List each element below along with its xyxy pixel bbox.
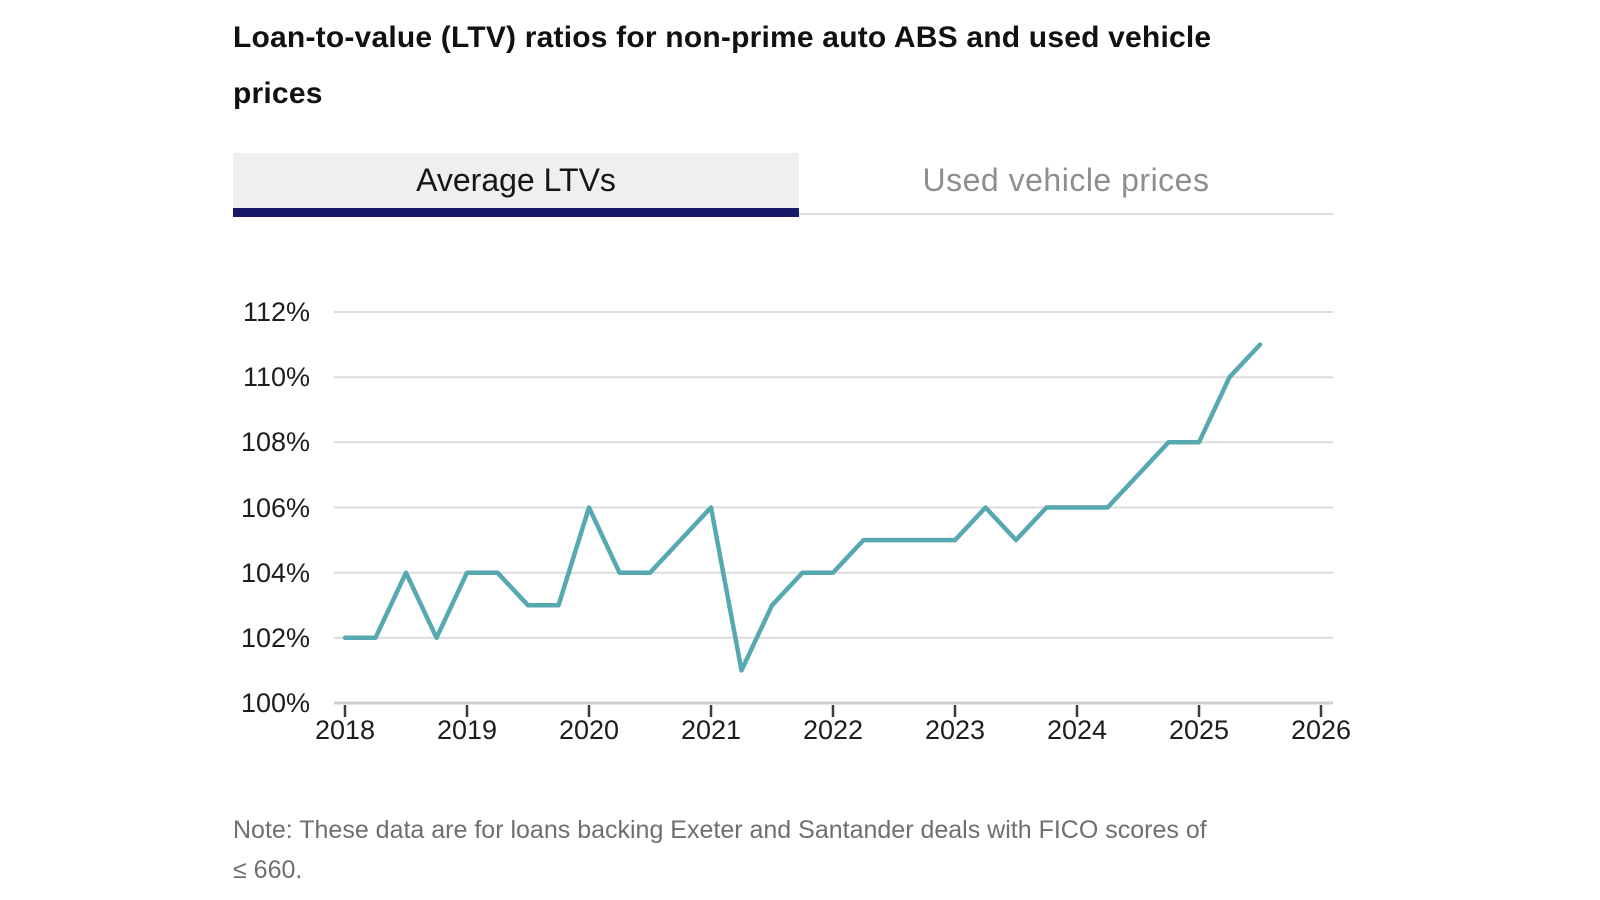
x-axis-tick-label: 2025 [1168,715,1230,745]
page-title-line1: Loan-to-value (LTV) ratios for non-prime… [233,21,1212,54]
tab-average-ltvs[interactable]: Average LTVs [233,153,799,217]
footnote: Note: These data are for loans backing E… [233,810,1353,890]
y-axis-tick-label: 100% [240,688,310,718]
ltv-series-line [342,342,1263,673]
page-title-line2: prices [233,77,323,110]
page-title: Loan-to-value (LTV) ratios for non-prime… [233,10,1373,122]
x-axis-tick-label: 2023 [924,715,986,745]
tab-average-ltvs-label: Average LTVs [416,162,616,198]
y-axis-tick-label: 104% [240,558,310,588]
x-axis-tick-label: 2022 [802,715,864,745]
y-axis-tick-label: 106% [240,493,310,523]
x-axis-tick-label: 2020 [558,715,620,745]
y-axis-tick-label: 110% [242,362,310,392]
y-axis-tick-label: 108% [240,427,310,457]
x-axis-tick-label: 2019 [436,715,498,745]
y-axis-tick-label: 112% [242,297,310,327]
x-axis-tick-label: 2024 [1046,715,1108,745]
footnote-line2: ≤ 660. [233,856,303,884]
footnote-line1: Note: These data are for loans backing E… [233,816,1207,844]
y-axis-tick-label: 102% [240,623,310,653]
tab-used-vehicle-prices-label: Used vehicle prices [922,162,1210,198]
x-axis-tick-label: 2021 [680,715,742,745]
x-axis-tick-label: 2026 [1290,715,1352,745]
x-axis-tick-label: 2018 [314,715,376,745]
tab-used-vehicle-prices[interactable]: Used vehicle prices [799,153,1333,215]
